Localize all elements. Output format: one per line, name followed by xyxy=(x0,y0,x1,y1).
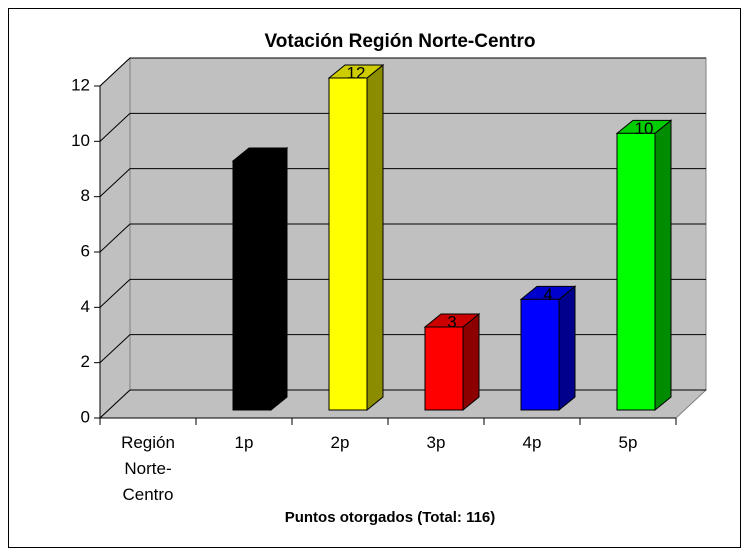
y-tick-label: 8 xyxy=(81,186,90,205)
x-tick-label: Región Norte-Centro xyxy=(121,433,175,504)
grid-line xyxy=(99,389,706,419)
grid-line xyxy=(99,168,706,198)
bar-top-shade xyxy=(329,65,383,78)
bar-top-shade xyxy=(617,120,671,134)
y-tick-label: 6 xyxy=(81,241,90,260)
bar-side-shade xyxy=(367,65,383,410)
bar-top-shade xyxy=(425,314,479,327)
bar xyxy=(616,132,656,411)
grid-line xyxy=(99,278,706,308)
y-tick-label: 4 xyxy=(81,297,90,316)
floor xyxy=(98,389,708,419)
bar-side-shade xyxy=(559,286,575,410)
bar xyxy=(328,77,368,411)
x-tick-label: 2p xyxy=(330,433,350,452)
grid-line xyxy=(99,334,706,364)
data-label: 3 xyxy=(447,312,456,331)
data-label: 10 xyxy=(635,119,654,138)
y-tick-label: 2 xyxy=(81,352,90,371)
bar-top-shade xyxy=(233,148,287,161)
y-tick-label: 0 xyxy=(81,407,90,426)
x-axis-title: Puntos otorgados (Total: 116) xyxy=(285,509,496,526)
y-tick-label: 10 xyxy=(71,131,90,150)
data-label: 4 xyxy=(543,285,552,304)
x-tick-label: 4p xyxy=(522,433,542,452)
x-tick-label: 1p xyxy=(234,433,254,452)
bar xyxy=(232,160,272,411)
grid-line xyxy=(99,57,706,87)
bar xyxy=(424,326,464,411)
bar-side-shade xyxy=(463,314,479,410)
grid-line xyxy=(99,112,706,142)
x-tick-label: 5p xyxy=(618,433,638,452)
bar xyxy=(520,298,560,411)
chart-title: Votación Región Norte-Centro xyxy=(265,31,536,52)
bar-side-shade xyxy=(271,148,287,410)
data-label: 9 xyxy=(255,146,264,165)
grid-line xyxy=(99,223,706,253)
x-tick-label: 3p xyxy=(426,433,446,452)
data-label: 12 xyxy=(347,63,366,82)
bar-side-shade xyxy=(655,120,671,410)
bar-top-shade xyxy=(521,286,575,300)
y-tick-label: 12 xyxy=(71,75,90,94)
